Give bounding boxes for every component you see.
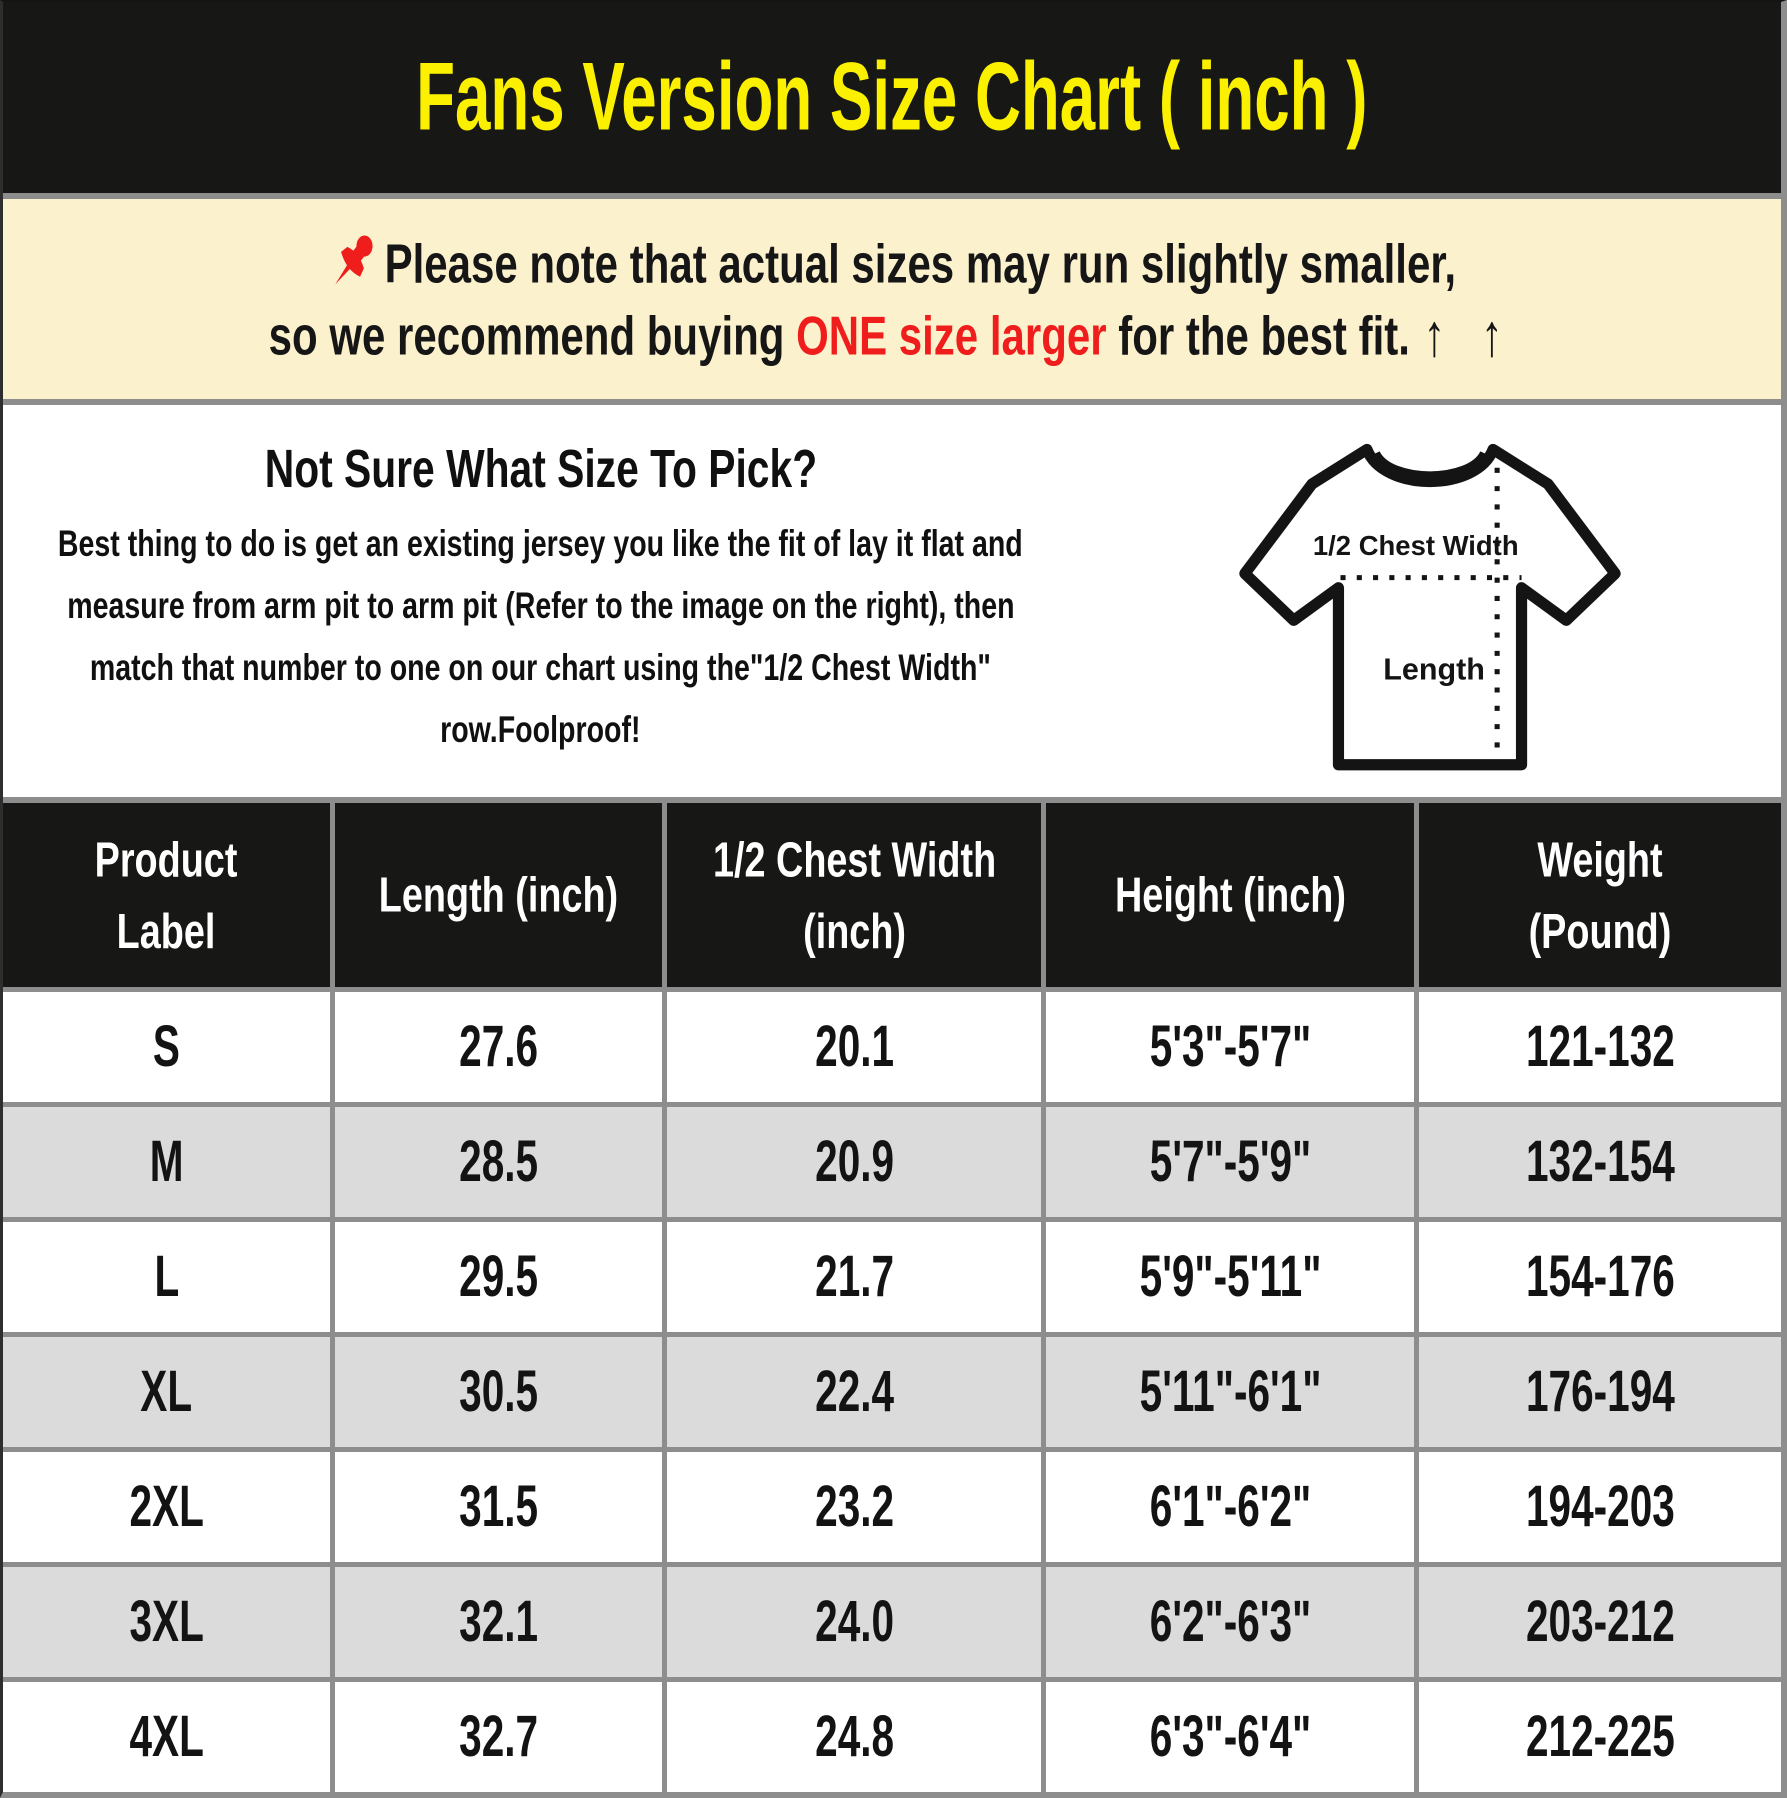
one-size-larger-highlight: ONE size larger [796, 305, 1108, 367]
notice-text-2-prefix: so we recommend buying [269, 305, 797, 367]
table-cell: 132-154 [1418, 1107, 1781, 1217]
diagram-area: 1/2 Chest Width Length [1078, 423, 1781, 779]
table-cell: 5'3"-5'7" [1046, 992, 1414, 1102]
size-help-section: Not Sure What Size To Pick? Best thing t… [3, 405, 1781, 797]
size-help-line-2: measure from arm pit to arm pit (Refer t… [66, 584, 1015, 627]
size-table: Product Label Length (inch) 1/2 Chest Wi… [3, 803, 1781, 1792]
table-cell: 30.5 [334, 1337, 662, 1447]
table-cell: 32.1 [334, 1567, 662, 1677]
table-cell: 28.5 [334, 1107, 662, 1217]
table-cell: 20.9 [666, 1107, 1042, 1217]
table-cell: 212-225 [1418, 1682, 1781, 1792]
pushpin-icon [335, 235, 373, 285]
table-cell-size-label: XL [3, 1337, 330, 1447]
table-cell-size-label: L [3, 1222, 330, 1332]
table-cell: 194-203 [1418, 1452, 1781, 1562]
table-cell: 5'9"-5'11" [1046, 1222, 1414, 1332]
table-cell: 32.7 [334, 1682, 662, 1792]
table-cell-size-label: 2XL [3, 1452, 330, 1562]
table-cell: 5'7"-5'9" [1046, 1107, 1414, 1217]
notice-text-1: Please note that actual sizes may run sl… [384, 233, 1457, 295]
table-cell-size-label: M [3, 1107, 330, 1217]
table-cell: 203-212 [1418, 1567, 1781, 1677]
table-cell: 20.1 [666, 992, 1042, 1102]
table-cell-size-label: 4XL [3, 1682, 330, 1792]
notice-line-1: Please note that actual sizes may run sl… [328, 229, 1457, 299]
section-divider [3, 193, 1781, 199]
table-cell: 29.5 [334, 1222, 662, 1332]
table-cell: 31.5 [334, 1452, 662, 1562]
notice-banner: Please note that actual sizes may run sl… [3, 199, 1781, 399]
table-cell: 27.6 [334, 992, 662, 1102]
up-arrows-icon: ↑ ↑ [1423, 302, 1515, 370]
table-cell-size-label: 3XL [3, 1567, 330, 1677]
size-help-heading: Not Sure What Size To Pick? [264, 439, 817, 499]
title-banner: Fans Version Size Chart ( inch ) [3, 2, 1781, 193]
size-help-line-1: Best thing to do is get an existing jers… [58, 522, 1023, 565]
tshirt-diagram-icon: 1/2 Chest Width Length [1238, 443, 1621, 771]
table-cell: 121-132 [1418, 992, 1781, 1102]
table-cell: 24.0 [666, 1567, 1042, 1677]
table-cell: 24.8 [666, 1682, 1042, 1792]
table-cell: 23.2 [666, 1452, 1042, 1562]
table-cell: 154-176 [1418, 1222, 1781, 1332]
length-label: Length [1383, 652, 1485, 686]
column-header-product-label: Product Label [3, 803, 330, 987]
table-cell: 22.4 [666, 1337, 1042, 1447]
table-cell: 21.7 [666, 1222, 1042, 1332]
table-cell: 176-194 [1418, 1337, 1781, 1447]
table-cell: 6'1"-6'2" [1046, 1452, 1414, 1562]
section-divider [3, 797, 1781, 803]
table-cell: 6'2"-6'3" [1046, 1567, 1414, 1677]
column-header-height: Height (inch) [1046, 803, 1414, 987]
column-header-length: Length (inch) [334, 803, 662, 987]
column-header-half-chest-width: 1/2 Chest Width (inch) [666, 803, 1042, 987]
size-help-line-3: match that number to one on our chart us… [89, 646, 992, 689]
notice-line-2: so we recommend buying ONE size larger f… [269, 302, 1515, 370]
table-cell: 6'3"-6'4" [1046, 1682, 1414, 1792]
notice-text-2-suffix: for the best fit. [1107, 305, 1411, 367]
column-header-weight: Weight (Pound) [1418, 803, 1781, 987]
table-cell-size-label: S [3, 992, 330, 1102]
size-help-line-4: row.Foolproof! [440, 708, 641, 751]
page-title: Fans Version Size Chart ( inch ) [416, 43, 1368, 151]
section-divider [3, 399, 1781, 405]
table-cell: 5'11"-6'1" [1046, 1337, 1414, 1447]
size-help-text: Not Sure What Size To Pick? Best thing t… [3, 439, 1078, 761]
chest-width-label: 1/2 Chest Width [1312, 530, 1518, 561]
